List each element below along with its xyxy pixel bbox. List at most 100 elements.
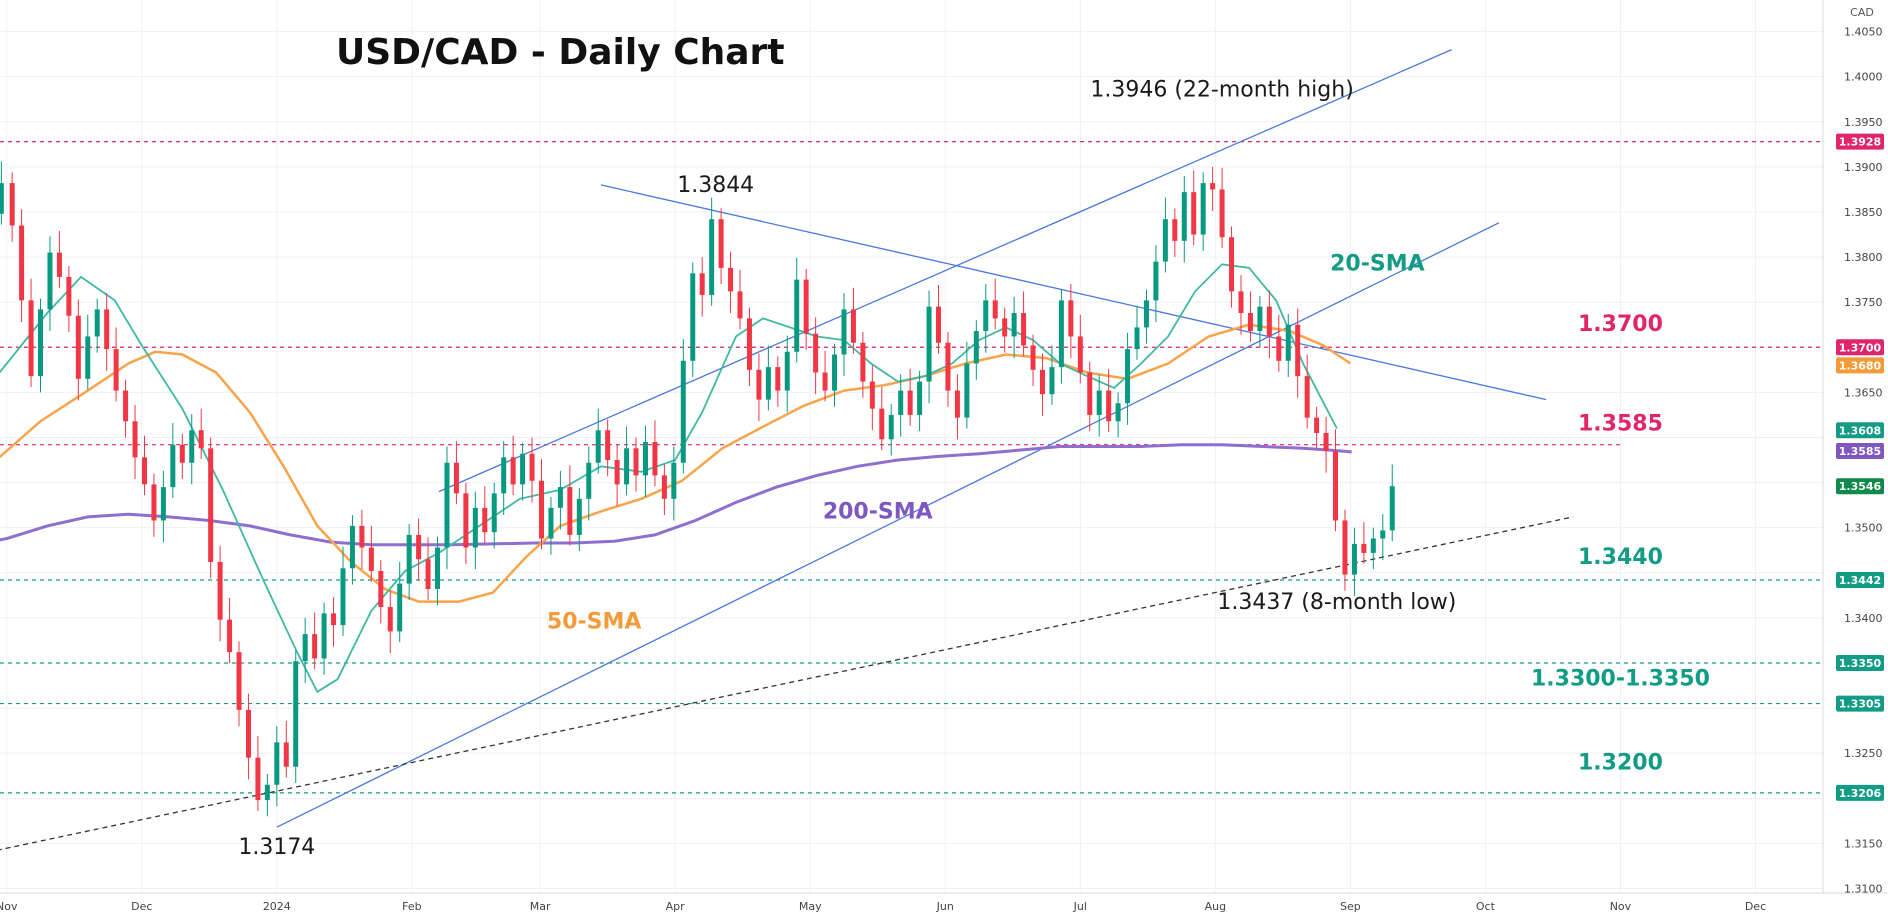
candle-body — [141, 457, 147, 485]
candle-body — [567, 487, 573, 535]
price-tag — [1836, 133, 1884, 150]
price-tag-label: 1.3608 — [1839, 424, 1881, 437]
price-tick-label: 1.3750 — [1844, 296, 1883, 309]
candle-body — [973, 331, 979, 364]
candle-body — [898, 390, 904, 415]
moving-averages — [0, 263, 1352, 694]
candle-body — [661, 475, 667, 499]
price-tag — [1836, 784, 1884, 801]
candle-body — [709, 219, 715, 295]
candle-body — [548, 507, 554, 539]
price-tick-label: 1.3850 — [1844, 206, 1883, 219]
candle-body — [1314, 417, 1320, 433]
candle-body — [66, 276, 72, 316]
candle-body — [293, 661, 299, 767]
time-tick-label: Mar — [530, 900, 551, 913]
candle-body — [869, 381, 875, 409]
time-tick-label: Aug — [1205, 900, 1226, 913]
candle-body — [784, 351, 790, 391]
trendline-channel-lower — [276, 222, 1500, 828]
price-tag-label: 1.3442 — [1839, 574, 1881, 587]
candle-body — [331, 613, 337, 626]
price-tick-label: 1.4050 — [1844, 26, 1883, 39]
candle-body — [850, 309, 856, 343]
candle-body — [690, 273, 696, 361]
candle-body — [170, 444, 176, 488]
candle-body — [406, 534, 412, 584]
candle-body — [737, 291, 743, 319]
time-tick-label: Jun — [936, 900, 954, 913]
candle-body — [1351, 543, 1357, 575]
candle-body — [936, 306, 942, 343]
trendline-long-term-support — [0, 516, 1574, 851]
candle-body — [1191, 192, 1197, 235]
price-tag-label: 1.3700 — [1839, 341, 1882, 354]
candle-body — [822, 372, 828, 391]
candle-body — [19, 225, 25, 301]
price-tag — [1836, 571, 1884, 588]
candle-body — [38, 309, 44, 377]
candle-body — [746, 318, 752, 370]
candle-body — [1181, 192, 1187, 241]
candle-body — [1096, 390, 1102, 415]
candle-body — [378, 570, 384, 608]
annotation-label: 1.3585 — [1578, 411, 1663, 436]
candle-body — [227, 619, 233, 653]
sma-50-line — [0, 323, 1352, 603]
candle-body — [283, 742, 289, 767]
candle-body — [132, 421, 138, 458]
time-tick-label: Jul — [1073, 900, 1087, 913]
candle-body — [964, 363, 970, 418]
sma-20-line — [0, 263, 1338, 694]
candle-body — [718, 219, 724, 268]
candle-body — [397, 583, 403, 632]
candle-body — [841, 309, 847, 355]
candle-body — [557, 487, 563, 508]
annotation-label: 1.3700 — [1578, 312, 1663, 337]
candle-body — [633, 448, 639, 476]
price-tag — [1836, 443, 1884, 460]
candle-body — [1011, 313, 1017, 337]
candle-body — [47, 252, 53, 310]
price-tick-label: 1.3250 — [1844, 747, 1883, 760]
price-tag-label: 1.3585 — [1839, 445, 1881, 458]
candle-body — [775, 367, 781, 391]
sma-200-line — [0, 443, 1352, 547]
price-tag-label: 1.3680 — [1839, 359, 1882, 372]
candle-body — [387, 607, 393, 632]
candle-body — [879, 408, 885, 440]
price-tick-label: 1.3100 — [1844, 882, 1883, 895]
candle-body — [888, 414, 894, 440]
price-tag-label: 1.3305 — [1839, 698, 1881, 711]
candle-body — [189, 430, 195, 463]
candle-body — [983, 300, 989, 332]
candle-body — [945, 342, 951, 391]
candle-body — [586, 462, 592, 499]
annotation-label: 50-SMA — [547, 610, 642, 635]
candle-body — [1172, 219, 1178, 241]
candle-body — [85, 336, 91, 379]
annotation-label: 1.3844 — [677, 173, 754, 198]
price-tag — [1836, 422, 1884, 439]
candle-body — [756, 369, 762, 400]
candle-body — [1333, 451, 1339, 521]
time-tick-label: Oct — [1476, 900, 1496, 913]
time-tick-label: Dec — [1745, 900, 1766, 913]
candle-body — [538, 480, 544, 539]
candle-body — [671, 462, 677, 499]
candle-body — [699, 273, 705, 295]
candle-body — [1134, 327, 1140, 350]
candle-body — [1295, 324, 1301, 377]
candle-body — [1276, 336, 1282, 361]
candle-body — [907, 390, 913, 415]
candle-body — [1077, 336, 1083, 373]
candle-body — [104, 309, 110, 350]
candle-body — [217, 561, 223, 620]
candle-body — [642, 441, 648, 476]
candle-body — [482, 507, 488, 533]
trendline-channel-upper — [438, 49, 1452, 493]
candle-body — [28, 300, 34, 377]
annotation-label: 1.3437 (8-month low) — [1217, 590, 1456, 615]
candle-body — [113, 349, 119, 391]
